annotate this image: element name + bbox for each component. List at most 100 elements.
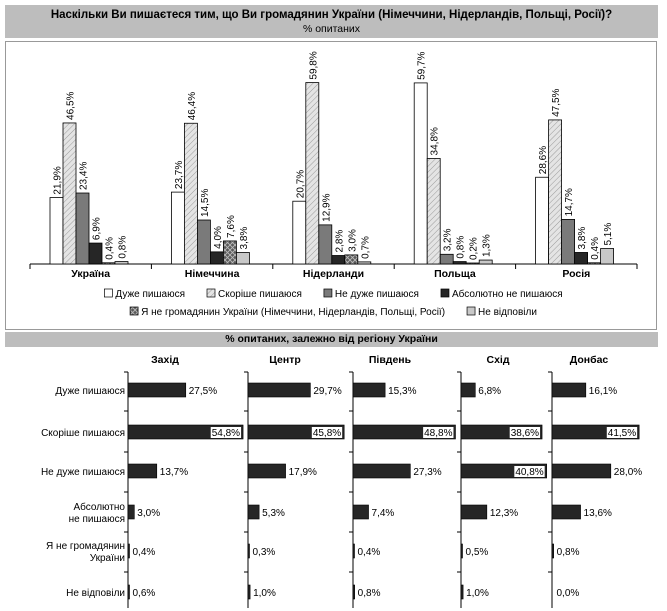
bar	[413, 82, 428, 265]
bar	[305, 82, 320, 265]
data-label: 6,9%	[92, 217, 103, 240]
panel-title: Донбас	[570, 354, 609, 366]
data-label: 29,7%	[313, 386, 341, 397]
bar	[247, 584, 251, 600]
data-label: 15,3%	[388, 386, 416, 397]
bar	[127, 543, 130, 559]
x-tick-label: Росія	[562, 268, 590, 280]
region-section-header: % опитаних, залежно від регіону України	[5, 332, 658, 347]
data-label: 0,4%	[590, 237, 601, 260]
bar	[247, 504, 260, 520]
data-label: 0,8%	[358, 588, 381, 599]
bar	[88, 242, 103, 265]
legend-label: Не дуже пишаюся	[335, 289, 419, 300]
data-label: 59,8%	[308, 51, 319, 79]
panel-title: Південь	[369, 354, 412, 366]
data-label: 28,0%	[614, 467, 642, 478]
bar	[101, 262, 116, 265]
bar	[352, 382, 386, 398]
bar	[62, 122, 77, 265]
legend-item: Скоріше пишаюся	[206, 288, 302, 300]
data-label: 27,5%	[189, 386, 217, 397]
x-tick-label: Україна	[71, 268, 110, 280]
bar	[460, 584, 464, 600]
data-label-background	[210, 427, 242, 438]
bar	[587, 262, 601, 265]
legend-swatch	[129, 306, 139, 316]
bar	[196, 219, 211, 265]
data-label: 3,8%	[577, 227, 588, 250]
data-label: 23,7%	[174, 161, 185, 189]
bar	[127, 504, 135, 520]
data-label: 7,4%	[372, 508, 395, 519]
data-label: 46,5%	[66, 91, 77, 119]
bar	[209, 251, 224, 265]
bar	[352, 584, 355, 600]
bar	[170, 191, 185, 265]
chart-header: Наскільки Ви пишаєтеся тим, що Ви громад…	[5, 5, 658, 38]
chart-subtitle: % опитаних	[302, 23, 361, 35]
x-tick-label: Польща	[434, 268, 476, 280]
bar	[331, 255, 346, 265]
data-label-background	[311, 427, 343, 438]
legend-item: Не дуже пишаюся	[323, 288, 419, 300]
legend-item: Дуже пишаюся	[104, 288, 185, 300]
data-label: 6,8%	[478, 386, 501, 397]
legend-swatch	[466, 306, 476, 316]
bar	[460, 543, 463, 559]
panel-title: Схід	[486, 354, 509, 366]
x-tick-label: Німеччина	[185, 268, 240, 280]
bar	[600, 248, 614, 265]
top-chart-frame	[5, 41, 657, 330]
data-label: 27,3%	[413, 467, 441, 478]
data-label: 3,2%	[443, 228, 454, 251]
data-label: 17,9%	[289, 467, 317, 478]
row-label: України	[90, 553, 125, 564]
data-label: 0,3%	[253, 547, 276, 558]
bar	[352, 504, 369, 520]
data-label: 0,7%	[360, 236, 371, 259]
bar	[357, 261, 372, 265]
legend-swatch	[440, 288, 450, 298]
row-label: Скоріше пишаюся	[41, 428, 125, 439]
data-label: 0,4%	[358, 547, 381, 558]
bar	[352, 463, 411, 479]
bar	[127, 382, 187, 398]
bar	[551, 382, 587, 398]
bar	[561, 219, 575, 265]
legend-item: Не відповіли	[466, 306, 537, 318]
legend-label: Я не громадянин України (Німеччини, Ніде…	[141, 307, 445, 318]
data-label: 12,9%	[321, 193, 332, 221]
bar	[478, 259, 493, 265]
row-label: Не дуже пишаюся	[41, 467, 125, 478]
data-label: 1,3%	[482, 234, 493, 257]
bar	[49, 197, 64, 265]
row-label: Абсолютно	[73, 501, 125, 513]
x-tick-label: Нідерланди	[303, 268, 364, 280]
data-label: 3,0%	[347, 229, 358, 252]
legend-label: Дуже пишаюся	[115, 289, 185, 300]
bar	[535, 176, 549, 265]
row-label: не пишаюся	[69, 514, 125, 525]
bar	[551, 543, 554, 559]
data-label: 48,8%	[424, 428, 452, 439]
data-label: 21,9%	[53, 166, 64, 194]
legend-label: Не відповіли	[478, 307, 537, 318]
data-label: 2,8%	[334, 230, 345, 253]
data-label: 23,4%	[79, 162, 90, 190]
data-label: 3,0%	[137, 508, 160, 519]
data-label: 45,8%	[313, 428, 341, 439]
data-label: 0,4%	[105, 237, 116, 260]
data-label: 0,2%	[469, 237, 480, 260]
data-label: 0,8%	[456, 236, 467, 259]
data-label: 1,0%	[466, 588, 489, 599]
data-label: 0,8%	[118, 236, 129, 259]
row-label: Я не громадянин	[46, 541, 125, 552]
panel-title: Центр	[269, 354, 301, 366]
data-label: 0,0%	[557, 588, 580, 599]
data-label: 13,7%	[160, 467, 188, 478]
data-label-background	[423, 427, 454, 438]
data-label: 59,7%	[417, 51, 428, 79]
